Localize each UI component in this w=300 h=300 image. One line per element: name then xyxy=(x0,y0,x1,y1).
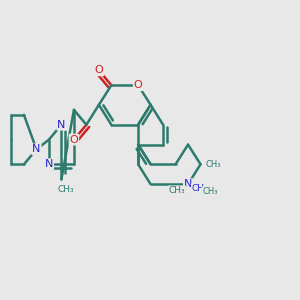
Text: CH₃: CH₃ xyxy=(169,186,185,195)
Text: O: O xyxy=(70,135,78,145)
Text: CH₃: CH₃ xyxy=(58,185,74,194)
Text: N: N xyxy=(45,159,53,169)
Text: O: O xyxy=(134,80,142,90)
Text: N: N xyxy=(32,144,40,154)
Text: CH₃: CH₃ xyxy=(192,184,208,193)
Text: CH₃: CH₃ xyxy=(205,160,221,169)
Text: O: O xyxy=(94,65,103,75)
Text: CH₃: CH₃ xyxy=(202,187,218,196)
Text: N: N xyxy=(57,120,66,130)
Text: N: N xyxy=(184,179,192,189)
